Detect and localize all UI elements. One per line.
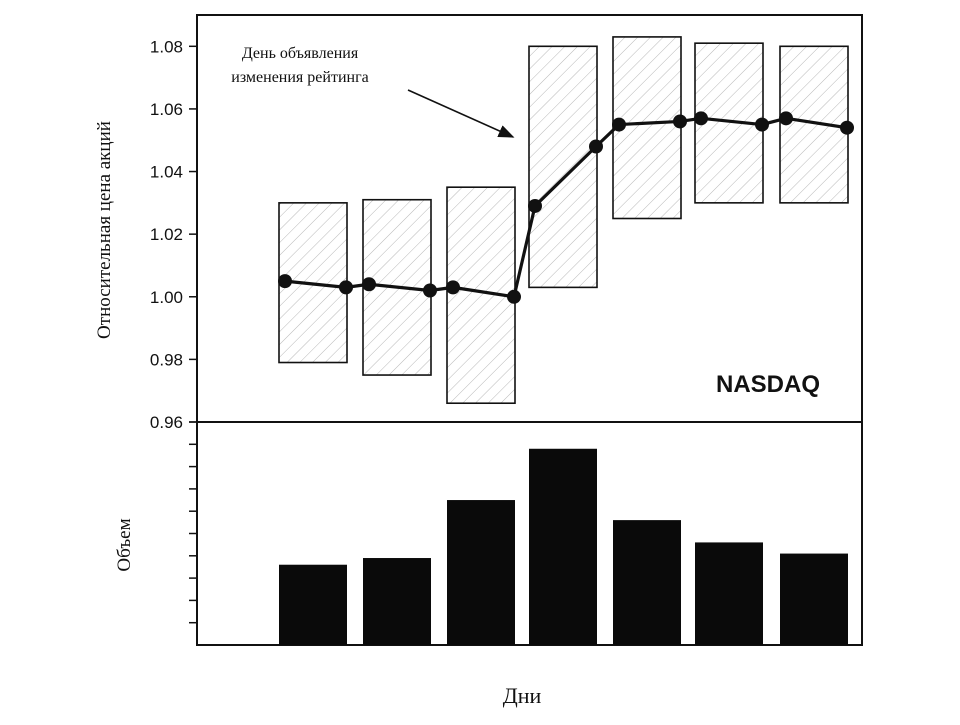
price-point — [339, 280, 353, 295]
market-label: NASDAQ — [716, 371, 820, 398]
volume-y-axis-title: Объем — [114, 518, 135, 571]
price-point — [362, 277, 376, 292]
price-point — [612, 117, 626, 132]
price-point — [673, 114, 687, 129]
volume-bar — [780, 553, 848, 645]
volume-bar — [279, 564, 347, 645]
x-axis-title: Дни — [503, 683, 542, 708]
price-y-tick-label: 1.04 — [150, 163, 183, 182]
price-point — [755, 117, 769, 132]
price-point — [840, 120, 854, 135]
price-point — [446, 280, 460, 295]
volume-bar — [695, 542, 763, 645]
price-y-tick-label: 1.02 — [150, 225, 183, 244]
price-range-box — [528, 45, 598, 289]
price-point — [507, 289, 521, 304]
price-point — [278, 274, 292, 289]
price-point — [694, 111, 708, 126]
price-y-tick-label: 1.00 — [150, 288, 183, 307]
price-y-tick-label: 1.06 — [150, 100, 183, 119]
volume-y-axis — [189, 421, 197, 624]
volume-bars — [279, 448, 848, 645]
price-range-box — [779, 45, 849, 204]
volume-bar — [447, 500, 515, 645]
annotation-arrow — [407, 89, 515, 138]
price-y-axis: 0.96 0.98 1.00 1.02 1.04 1.06 1.08 — [150, 37, 197, 432]
volume-bar — [529, 448, 597, 645]
price-y-axis-title: Относительная цена акций — [94, 121, 115, 339]
price-point — [423, 283, 437, 298]
price-y-tick-label: 0.98 — [150, 350, 183, 369]
price-series — [278, 111, 854, 304]
price-point — [779, 111, 793, 126]
volume-bar — [363, 558, 431, 645]
volume-bar — [613, 520, 681, 645]
price-point — [589, 139, 603, 154]
price-y-tick-label: 0.96 — [150, 413, 183, 432]
annotation-line-1: День объявления — [242, 45, 359, 62]
annotation-line-2: изменения рейтинга — [231, 69, 368, 86]
price-line — [284, 116, 848, 299]
price-y-tick-label: 1.08 — [150, 37, 183, 56]
price-range-boxes — [278, 36, 849, 405]
price-point — [528, 198, 542, 213]
